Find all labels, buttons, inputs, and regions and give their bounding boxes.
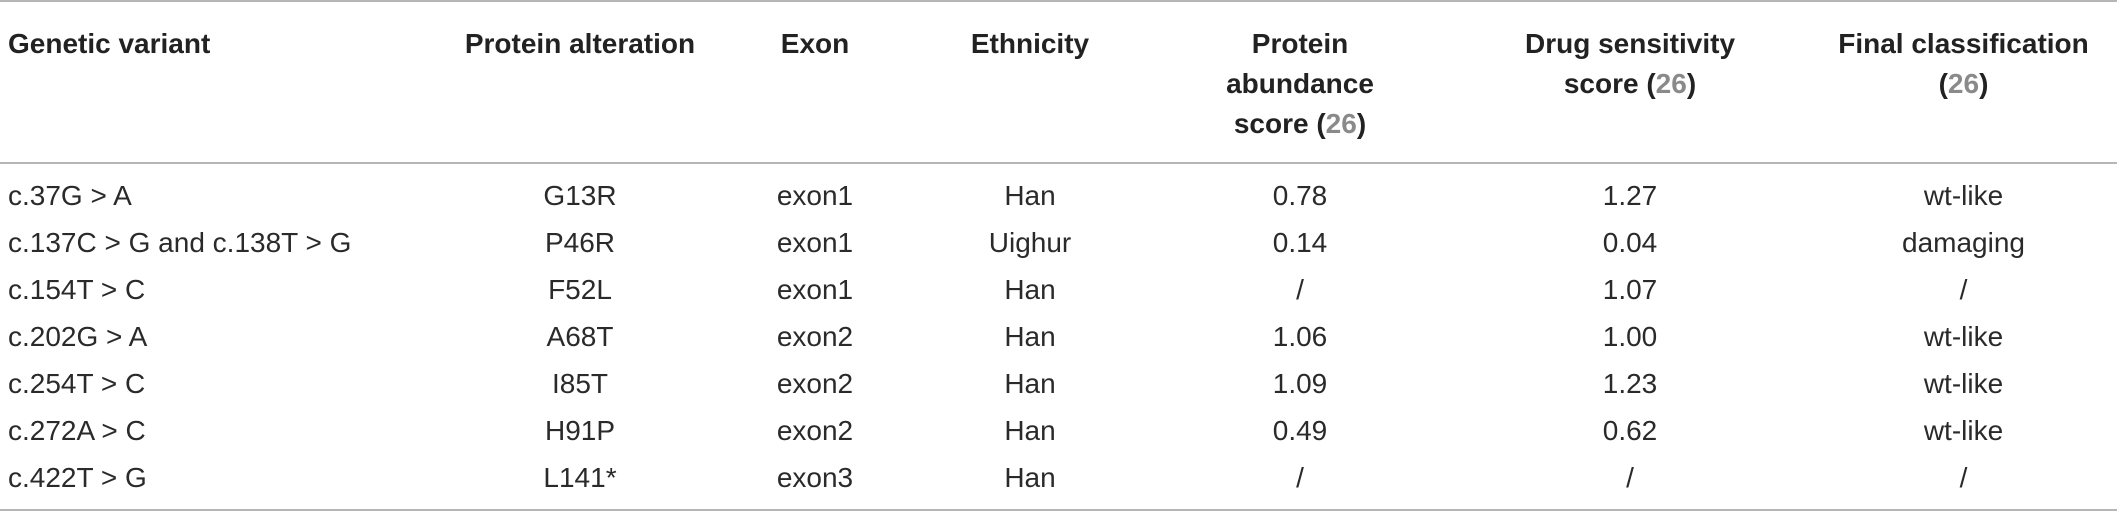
header-protein-abundance-close: ) <box>1356 108 1367 139</box>
citation-link-26[interactable]: 26 <box>1325 108 1357 139</box>
cell-protein-abundance: / <box>1296 273 1304 305</box>
cell-ethnicity: Han <box>1004 179 1056 211</box>
cell-genetic-variant: c.422T > G <box>8 461 147 493</box>
cell-genetic-variant: c.272A > C <box>8 414 146 446</box>
cell-protein-alteration: A68T <box>546 320 614 352</box>
cell-protein-alteration: H91P <box>544 414 616 446</box>
cell-genetic-variant: c.202G > A <box>8 320 148 352</box>
cell-final-classification: / <box>1959 461 1968 493</box>
header-protein-alteration: Protein alteration <box>440 1 720 163</box>
header-row: Genetic variant Protein alteration Exon … <box>0 1 2117 163</box>
cell-exon: exon1 <box>776 273 854 305</box>
citation-link-26[interactable]: 26 <box>1655 68 1687 99</box>
cell-exon: exon2 <box>776 414 854 446</box>
table-body: c.37G > A G13R exon1 Han 0.78 1.27 wt-li… <box>0 163 2117 510</box>
cell-ethnicity: Han <box>1004 320 1056 352</box>
cell-protein-abundance: 0.14 <box>1272 226 1328 258</box>
header-ethnicity-text: Ethnicity <box>970 28 1090 59</box>
cell-drug-sensitivity: 1.27 <box>1602 179 1658 211</box>
cell-final-classification: / <box>1959 273 1968 305</box>
header-exon-text: Exon <box>780 28 850 59</box>
table-row: c.202G > A A68T exon2 Han 1.06 1.00 wt-l… <box>0 313 2117 360</box>
cell-drug-sensitivity: / <box>1626 461 1634 493</box>
cell-protein-alteration: P46R <box>544 226 616 258</box>
header-ethnicity: Ethnicity <box>910 1 1150 163</box>
cell-protein-alteration: I85T <box>551 367 609 399</box>
cell-ethnicity: Han <box>1004 414 1056 446</box>
cell-exon: exon2 <box>776 320 854 352</box>
header-genetic-variant: Genetic variant <box>0 1 440 163</box>
cell-protein-abundance: 1.06 <box>1272 320 1328 352</box>
cell-genetic-variant: c.37G > A <box>8 179 132 211</box>
cell-protein-alteration: F52L <box>548 273 612 305</box>
header-exon: Exon <box>720 1 910 163</box>
cell-genetic-variant: c.254T > C <box>8 367 146 399</box>
table-row: c.272A > C H91P exon2 Han 0.49 0.62 wt-l… <box>0 407 2117 454</box>
cell-protein-abundance: 1.09 <box>1272 367 1328 399</box>
cell-final-classification: damaging <box>1902 226 2025 258</box>
cell-exon: exon3 <box>776 461 854 493</box>
cell-genetic-variant: c.154T > C <box>8 273 146 305</box>
cell-ethnicity: Uighur <box>988 226 1072 258</box>
header-final-classification-close: ) <box>1979 68 1989 99</box>
cell-exon: exon2 <box>776 367 854 399</box>
header-final-classification: Final classification (26) <box>1810 1 2117 163</box>
table-header: Genetic variant Protein alteration Exon … <box>0 1 2117 163</box>
cell-final-classification: wt-like <box>1923 414 2004 446</box>
header-protein-abundance-text: Protein abundance score ( <box>1226 28 1374 139</box>
header-drug-sensitivity-close: ) <box>1686 68 1697 99</box>
cell-protein-abundance: 0.78 <box>1272 179 1328 211</box>
cell-ethnicity: Han <box>1004 461 1056 493</box>
header-drug-sensitivity-score: Drug sensitivity score (26) <box>1450 1 1810 163</box>
cell-drug-sensitivity: 1.00 <box>1602 320 1658 352</box>
header-protein-abundance-score: Protein abundance score (26) <box>1150 1 1450 163</box>
cell-exon: exon1 <box>776 179 854 211</box>
cell-ethnicity: Han <box>1004 367 1056 399</box>
cell-drug-sensitivity: 1.07 <box>1602 273 1658 305</box>
cell-ethnicity: Han <box>1004 273 1056 305</box>
table-row: c.137C > G and c.138T > G P46R exon1 Uig… <box>0 219 2117 266</box>
cell-final-classification: wt-like <box>1923 320 2004 352</box>
cell-drug-sensitivity: 0.62 <box>1602 414 1658 446</box>
table-row: c.154T > C F52L exon1 Han / 1.07 / <box>0 266 2117 313</box>
cell-final-classification: wt-like <box>1923 367 2004 399</box>
cell-protein-abundance: / <box>1296 461 1304 493</box>
cell-genetic-variant: c.137C > G and c.138T > G <box>8 226 352 258</box>
cell-protein-abundance: 0.49 <box>1272 414 1328 446</box>
header-protein-alteration-text: Protein alteration <box>464 28 696 59</box>
cell-drug-sensitivity: 0.04 <box>1602 226 1658 258</box>
citation-link-26[interactable]: 26 <box>1947 68 1980 99</box>
header-drug-sensitivity-text: Drug sensitivity score ( <box>1524 28 1736 99</box>
cell-protein-alteration: L141* <box>543 461 617 493</box>
cell-drug-sensitivity: 1.23 <box>1602 367 1658 399</box>
table-row: c.422T > G L141* exon3 Han / / / <box>0 454 2117 510</box>
table-row: c.37G > A G13R exon1 Han 0.78 1.27 wt-li… <box>0 163 2117 219</box>
table-row: c.254T > C I85T exon2 Han 1.09 1.23 wt-l… <box>0 360 2117 407</box>
header-genetic-variant-text: Genetic variant <box>8 28 211 59</box>
cell-final-classification: wt-like <box>1923 179 2004 211</box>
header-final-classification-text: Final classification ( <box>1838 28 2089 99</box>
cell-exon: exon1 <box>776 226 854 258</box>
cell-protein-alteration: G13R <box>543 179 617 211</box>
